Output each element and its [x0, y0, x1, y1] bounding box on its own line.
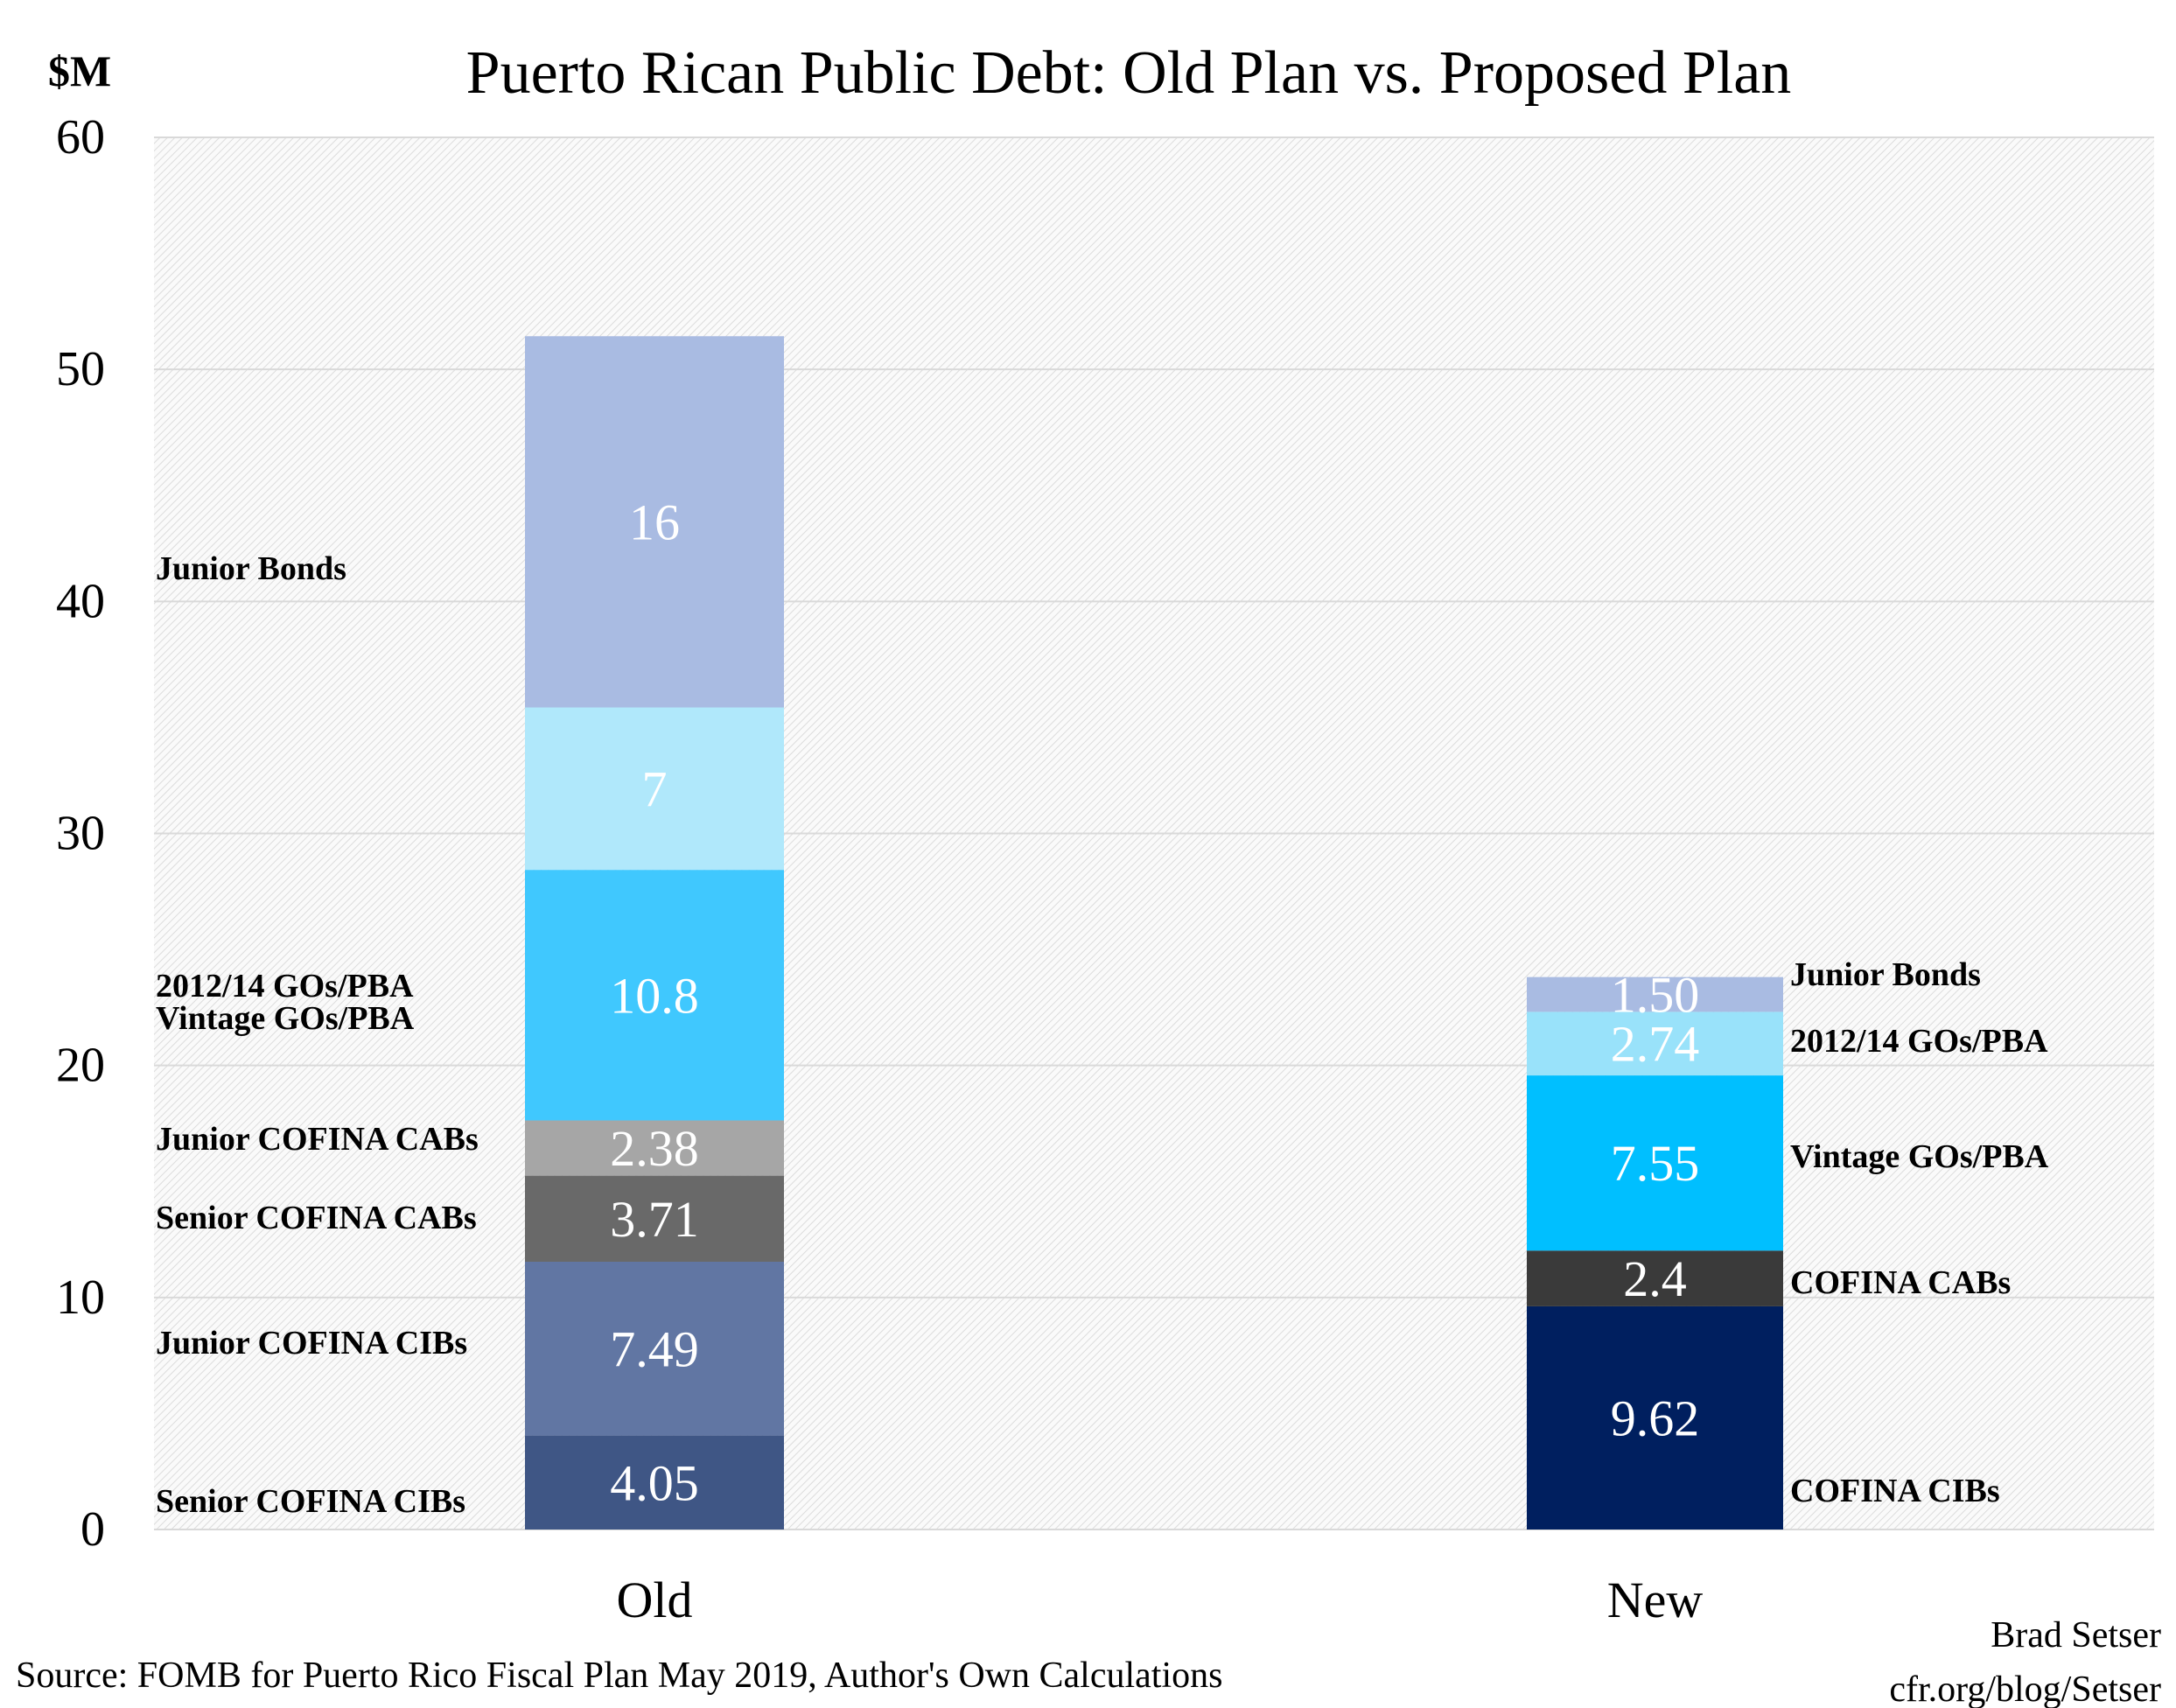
- y-tick-label: 50: [56, 342, 105, 396]
- y-axis-label: $M: [48, 46, 111, 95]
- segment-name-label: Junior Bonds: [1790, 956, 1981, 993]
- source-note: Source: FOMB for Puerto Rico Fiscal Plan…: [16, 1656, 1222, 1696]
- bar-segment: [1527, 1075, 1783, 1251]
- bar-segment: [525, 870, 784, 1121]
- data-label: 7.49: [610, 1320, 699, 1377]
- segment-name-label: Senior COFINA CIBs: [156, 1483, 465, 1520]
- data-label: 4.05: [610, 1454, 699, 1511]
- bar-segment: [525, 336, 784, 708]
- bar-segment: [1527, 1250, 1783, 1306]
- author-url: cfr.org/blog/Setser: [1889, 1670, 2161, 1708]
- segment-name-label: COFINA CIBs: [1790, 1473, 2000, 1509]
- y-tick-label: 40: [56, 574, 105, 628]
- bar-segment: [525, 1261, 784, 1436]
- x-tick-label: Old: [617, 1572, 693, 1628]
- bar-segment: [1527, 1306, 1783, 1530]
- gridlines: [154, 136, 2154, 1530]
- segment-labels: Senior COFINA CIBs Junior COFINA CIBs Seni…: [156, 550, 2049, 1520]
- chart-title: Puerto Rican Public Debt: Old Plan vs. P…: [466, 39, 1792, 107]
- x-tick-label: New: [1607, 1572, 1704, 1628]
- data-label: 9.62: [1611, 1390, 1700, 1446]
- segment-name-label: COFINA CABs: [1790, 1264, 2011, 1301]
- segment-name-label: 2012/14 GOs/PBA: [156, 968, 414, 1004]
- segment-name-label: Junior COFINA CABs: [156, 1121, 479, 1158]
- x-axis: Old New: [617, 1572, 1704, 1628]
- segment-name-label: 2012/14 GOs/PBA: [1790, 1023, 2048, 1060]
- data-label: 1.50: [1611, 967, 1700, 1024]
- y-axis: 0 10 20 30 40 50 60: [56, 110, 105, 1557]
- segment-name-label: Junior Bonds: [156, 550, 346, 587]
- data-label: 7.55: [1611, 1135, 1700, 1192]
- bar-segment: [525, 1175, 784, 1262]
- data-label: 2.74: [1611, 1016, 1700, 1073]
- y-tick-label: 30: [56, 807, 105, 861]
- bars: 4.05 7.49 3.71 2.38 10.8 7 16 9.62 2.4 7.55 2.741.…: [525, 336, 1783, 1530]
- author-credit: Brad Setser: [1991, 1615, 2161, 1656]
- segment-name-label: Junior COFINA CIBs: [156, 1325, 467, 1362]
- bar-segment: [525, 1120, 784, 1176]
- bar-segment: [1527, 976, 1783, 1012]
- segment-name-label: Vintage GOs/PBA: [1790, 1138, 2049, 1175]
- y-tick-label: 60: [56, 110, 105, 164]
- y-tick-label: 10: [56, 1270, 105, 1325]
- bar-segment: [1527, 1012, 1783, 1076]
- segment-name-label: Senior COFINA CABs: [156, 1200, 477, 1236]
- y-tick-label: 0: [80, 1502, 105, 1557]
- data-label: 10.8: [610, 967, 699, 1024]
- data-label: 7: [642, 760, 668, 817]
- bar-segment: [525, 707, 784, 871]
- data-label: 2.4: [1623, 1250, 1687, 1307]
- data-label: 16: [629, 494, 680, 550]
- y-tick-label: 20: [56, 1039, 105, 1093]
- segment-name-label: Vintage GOs/PBA: [156, 1000, 415, 1037]
- data-label: 2.38: [610, 1120, 699, 1177]
- bar-segment: [525, 1435, 784, 1530]
- data-label: 3.71: [610, 1191, 699, 1248]
